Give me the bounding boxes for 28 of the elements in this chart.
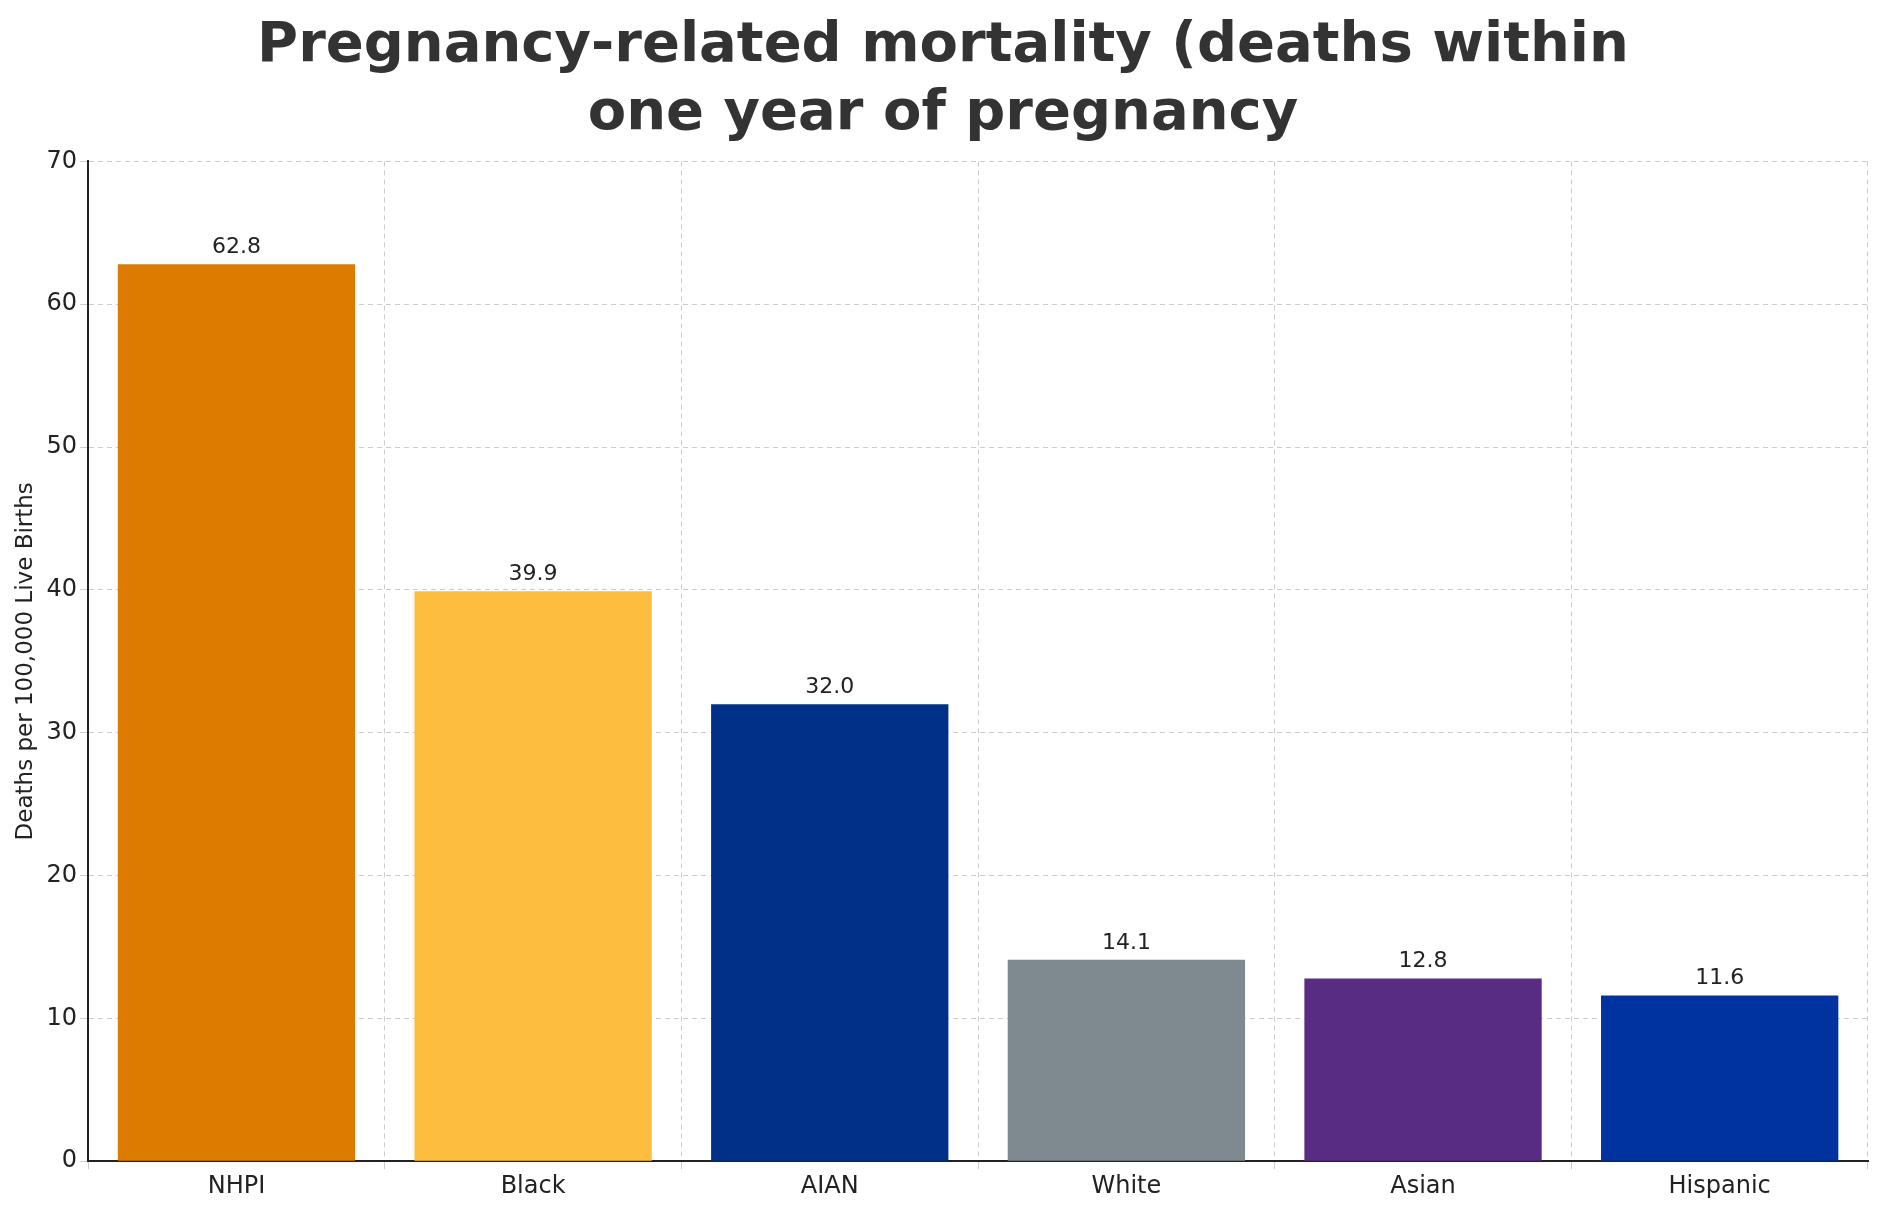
y-tick-label: 10 bbox=[46, 1002, 78, 1031]
x-tick-label: Black bbox=[500, 1170, 566, 1199]
y-tick-label: 50 bbox=[46, 431, 78, 460]
y-axis-title: Deaths per 100,000 Live Births bbox=[10, 482, 37, 841]
data-label: 14.1 bbox=[1101, 928, 1151, 954]
bar bbox=[414, 591, 652, 1161]
bar bbox=[1601, 995, 1839, 1161]
bar bbox=[711, 704, 949, 1161]
data-label: 11.6 bbox=[1695, 964, 1745, 990]
y-tick-label: 70 bbox=[46, 145, 78, 174]
y-tick-label: 30 bbox=[46, 716, 78, 745]
data-label: 12.8 bbox=[1398, 947, 1448, 973]
x-tick-label: AIAN bbox=[800, 1170, 859, 1199]
x-tick-label: Asian bbox=[1390, 1170, 1456, 1199]
bar bbox=[1304, 978, 1542, 1161]
y-tick-label: 20 bbox=[46, 859, 78, 888]
bar bbox=[117, 264, 356, 1161]
y-tick-label: 40 bbox=[46, 574, 78, 603]
bar bbox=[1007, 959, 1246, 1161]
y-tick-label: 0 bbox=[61, 1145, 78, 1174]
data-label: 32.0 bbox=[805, 672, 855, 698]
data-label: 39.9 bbox=[508, 560, 558, 586]
chart-title: Pregnancy-related mortality (deaths within one year of pregnancy bbox=[256, 8, 1630, 144]
x-tick-label: White bbox=[1091, 1170, 1162, 1199]
y-tick-label: 60 bbox=[46, 288, 78, 317]
x-tick-label: Hispanic bbox=[1668, 1170, 1771, 1199]
data-label: 62.8 bbox=[211, 232, 261, 258]
x-tick-label: NHPI bbox=[207, 1170, 266, 1199]
